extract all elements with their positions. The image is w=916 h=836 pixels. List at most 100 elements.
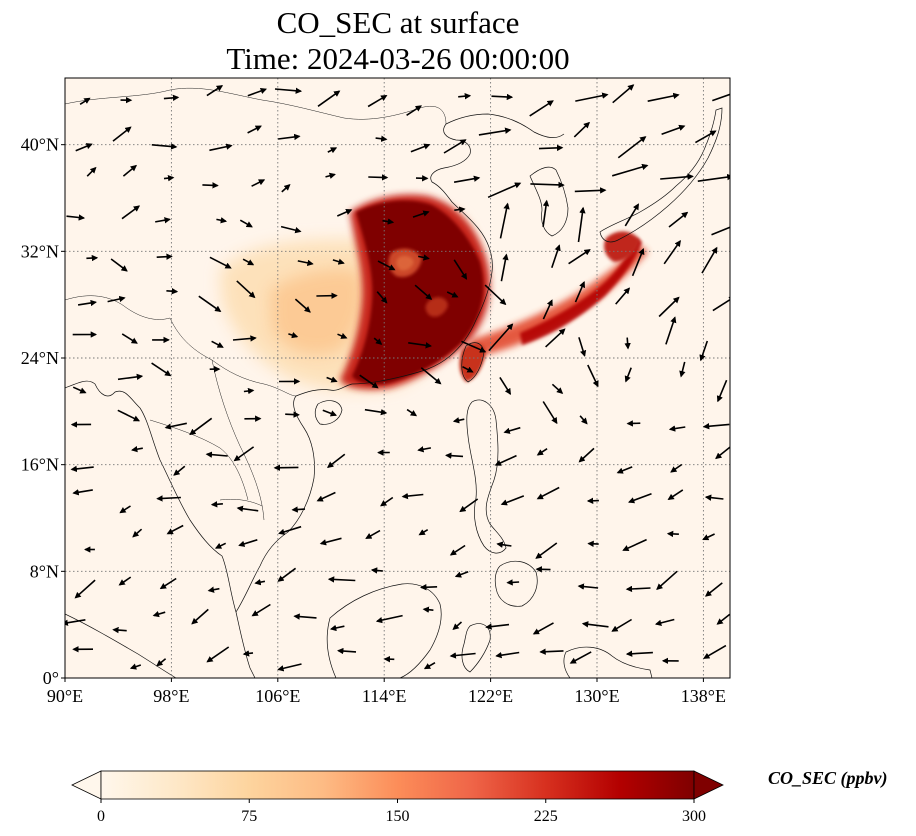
wind-arrow [529,100,554,117]
wind-arrow [658,296,680,318]
wind-arrow [412,210,430,218]
wind-arrow [660,173,694,180]
wind-arrow [294,298,311,313]
wind-arrow [274,87,303,94]
wind-arrow [458,92,472,100]
wind-arrow [551,383,564,394]
plume-gap-2 [396,255,414,271]
wind-arrow [233,446,255,462]
wind-arrow [79,97,91,105]
wind-arrow [453,175,481,183]
wind-arrow [506,579,520,586]
wind-arrow [316,491,336,502]
wind-arrow [251,179,266,187]
wind-arrow [418,254,430,261]
lat-tick-label: 0° [43,668,59,688]
wind-arrow [367,95,388,108]
coastline-japan [599,107,723,243]
coastline-new-guinea [563,646,653,678]
wind-arrow [207,586,220,593]
wind-arrow [695,130,717,144]
wind-arrow [542,199,550,227]
wind-arrow [325,172,336,179]
wind-arrow [500,495,525,506]
wind-arrow [239,219,253,228]
wind-arrow [453,259,468,280]
wind-arrow [704,494,724,501]
colorbar-tick-label: 300 [682,808,706,825]
wind-arrow [578,447,595,463]
wind-arrow [206,85,224,97]
wind-arrow [452,417,465,424]
wind-arrow [654,618,675,626]
wind-arrow [452,621,463,631]
wind-arrow [156,253,173,260]
wind-arrow [376,291,388,304]
border-cambodia [219,499,263,507]
coastline-korea [529,166,569,237]
coastline-sumatra [65,613,177,678]
japan-patch [604,231,640,262]
wind-arrow [484,284,507,306]
wind-arrow [211,340,224,348]
wind-arrow [656,570,678,590]
wind-arrow [277,663,302,672]
wind-arrow [420,367,442,385]
coastlines [65,107,723,678]
wind-arrow [568,249,591,265]
wind-arrow [214,542,227,549]
wind-arrow [277,567,297,582]
wind-arrow [574,281,586,303]
wind-arrow [449,652,476,659]
wind-arrow [499,202,510,239]
wind-arrow [491,93,514,101]
wind-arrow [117,373,144,381]
wind-arrow [198,295,222,313]
wind-arrow [370,567,383,574]
wind-arrow [163,94,180,102]
wind-arrow [703,644,727,659]
wind-arrow [545,328,566,348]
wind-arrow [611,163,649,177]
wind-arrow [189,417,213,436]
wind-arrow [579,415,588,425]
wind-arrow [699,340,709,362]
wind-arrow [131,445,143,453]
wind-arrow [281,184,291,193]
wind-arrow [202,182,219,189]
wind-arrow [382,218,395,225]
wind-arrow [542,299,553,320]
wind-arrow [121,333,138,344]
wind-arrow [72,386,87,394]
wind-arrow [624,203,639,227]
longitude-axis: 90°E 98°E 106°E 114°E 122°E 130°E 138°E [47,678,726,706]
wind-arrow [254,578,266,586]
wind-arrow [401,492,424,500]
wind-arrow [577,206,586,243]
wind-arrow [454,206,466,213]
wind-arrow [478,127,512,136]
wind-arrow [503,426,521,434]
wind-arrow [443,139,467,154]
wind-arrow [536,486,560,500]
wind-arrow [711,223,730,236]
wind-arrow [377,260,396,271]
wind-arrow [631,248,645,277]
wind-arrow [247,125,262,134]
wind-arrow [70,465,94,473]
wind-arrow [373,337,383,345]
lon-tick-label: 106°E [255,686,300,706]
wind-arrow [332,258,345,265]
lon-tick-label: 98°E [153,686,189,706]
wind-arrow [191,608,209,625]
colorbar-tick-label: 75 [241,808,257,825]
wind-arrow [121,205,141,220]
wind-arrow [535,542,558,559]
wind-arrow [670,463,683,473]
wind-arrow [291,506,306,513]
wind-arrow [459,498,479,513]
wind-arrow [72,489,93,496]
wind-arrow [666,530,679,538]
lat-tick-label: 32°N [21,241,59,261]
